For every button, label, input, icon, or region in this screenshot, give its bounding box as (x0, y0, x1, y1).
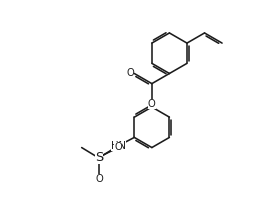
Text: S: S (95, 151, 103, 164)
Text: O: O (148, 99, 156, 109)
Text: O: O (115, 142, 122, 152)
Text: HN: HN (111, 141, 126, 151)
Text: O: O (126, 68, 134, 78)
Text: O: O (95, 174, 103, 184)
